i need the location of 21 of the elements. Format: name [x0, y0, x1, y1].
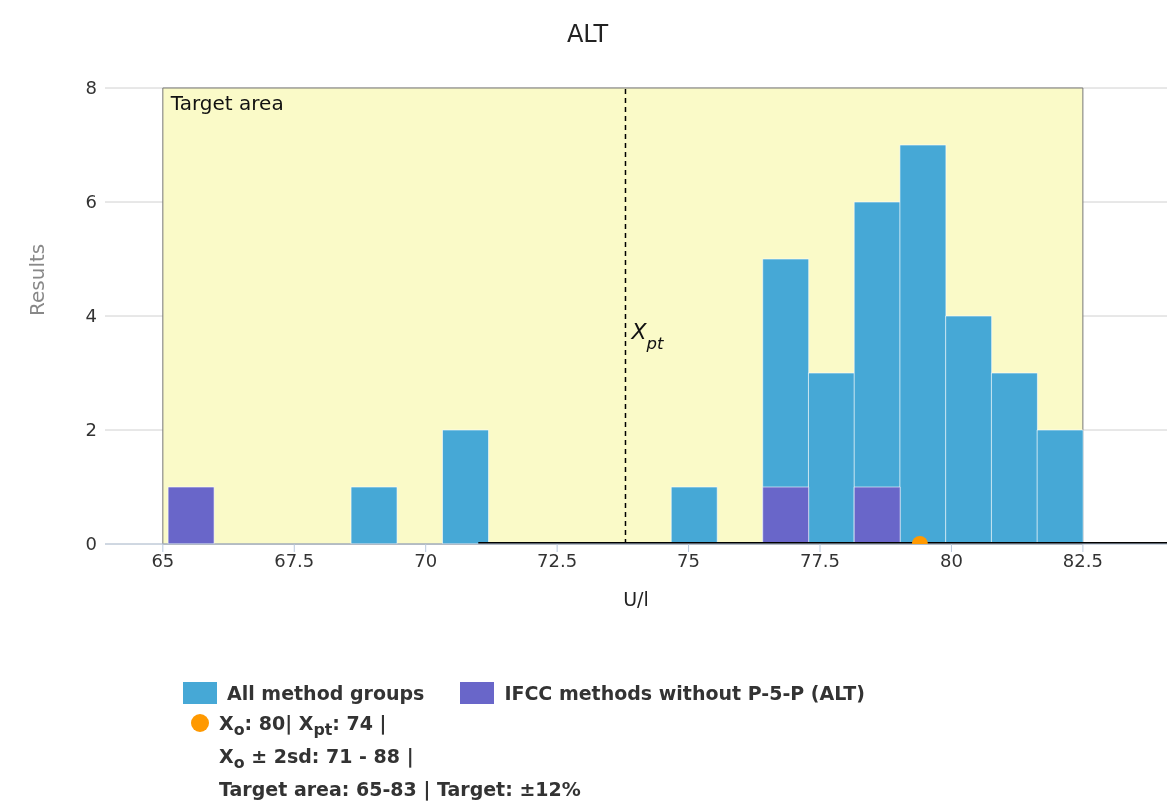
x-tick-label: 70 — [414, 549, 438, 571]
y-tick-label: 6 — [85, 191, 97, 213]
x-tick-label: 72.5 — [537, 549, 578, 571]
x-tick-label: 75 — [677, 549, 701, 571]
x-tick-label: 77.5 — [799, 549, 841, 571]
legend-label: All method groups — [227, 682, 425, 704]
chart-title: ALT — [565, 20, 610, 48]
y-tick-label: 0 — [85, 533, 97, 555]
x-axis-title: U/l — [623, 588, 649, 610]
y-tick-label: 4 — [85, 305, 97, 327]
x-tick-label: 82.5 — [1062, 549, 1103, 571]
text: X$_{o}$: 80| X$_{pt}$: 74 | X$_{o}$ ± 2sd: 71 - 88 | Target area: 65-83 | Target: ±12% — [219, 712, 581, 800]
legend-label: IFCC methods without P-5-P (ALT) — [504, 682, 865, 704]
ref-line-label: X$_{pt}$ — [630, 318, 665, 353]
x-tick-label: 65 — [151, 549, 175, 571]
x-tick-label: 67.5 — [274, 549, 315, 571]
band-label: Target area — [169, 91, 284, 116]
x-tick-label: 80 — [939, 549, 963, 571]
y-tick-label: 8 — [85, 77, 97, 99]
y-tick-label: 2 — [85, 419, 97, 441]
y-axis-title: Results — [25, 243, 50, 316]
